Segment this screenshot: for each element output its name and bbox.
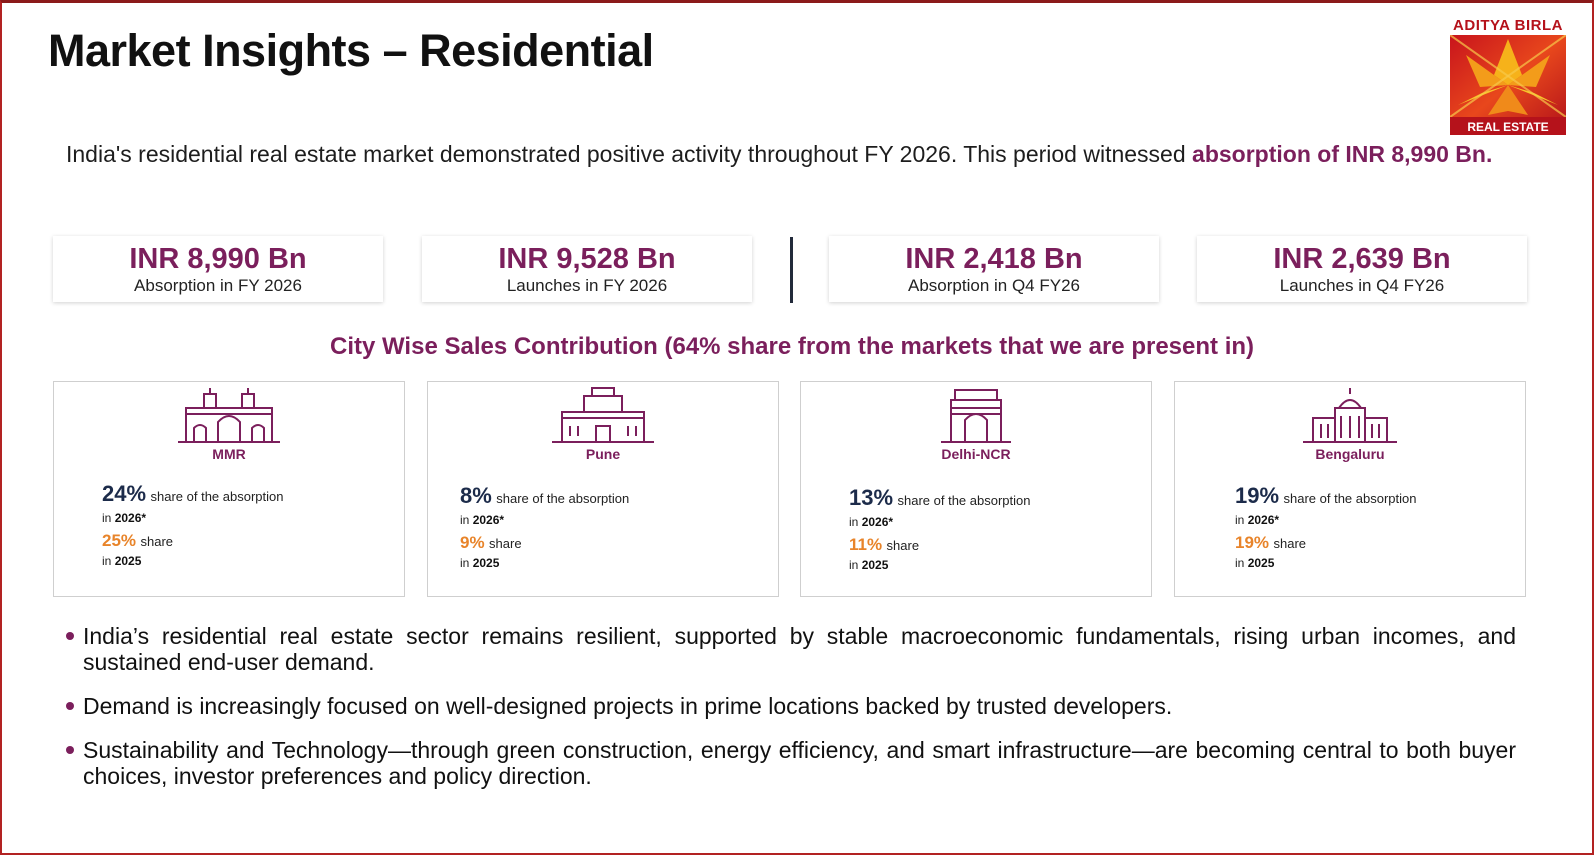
in-label: in xyxy=(460,556,470,570)
prev-share-value: 11% xyxy=(849,535,883,554)
vidhana-soudha-icon xyxy=(1303,388,1397,443)
city-card-delhi-ncr: Delhi-NCR 13% share of the absorption in… xyxy=(800,381,1152,597)
in-label: in xyxy=(460,513,470,527)
stat-card-launches-fy: INR 9,528 Bn Launches in FY 2026 xyxy=(422,236,752,302)
share-label: share of the absorption xyxy=(496,491,630,506)
bullet-dot-icon xyxy=(66,702,74,710)
in-label: in xyxy=(849,515,859,529)
in-label: in xyxy=(102,511,112,525)
prev-share-year: 2025 xyxy=(861,558,889,572)
prev-share-label: share xyxy=(886,538,920,553)
prev-share-value: 19% xyxy=(1235,533,1270,552)
share-year: 2026* xyxy=(472,513,505,527)
city-name: Pune xyxy=(585,446,621,462)
bullet-text: Sustainability and Technology—through gr… xyxy=(83,737,1516,789)
stat-value: INR 2,418 Bn xyxy=(905,243,1083,275)
prev-share-label: share xyxy=(489,536,522,551)
share-year: 2026* xyxy=(114,511,147,525)
city-name: Bengaluru xyxy=(1315,446,1385,462)
intro-text: India's residential real estate market d… xyxy=(66,141,1193,167)
prev-share-year: 2025 xyxy=(472,556,500,570)
share-value: 24% xyxy=(102,481,147,506)
logo-name: ADITYA BIRLA xyxy=(1453,17,1563,34)
stat-label: Launches in Q4 FY26 xyxy=(1279,276,1445,295)
stat-card-absorption-q4: INR 2,418 Bn Absorption in Q4 FY26 xyxy=(829,236,1159,302)
company-logo: ADITYA BIRLA REAL ESTATE xyxy=(1448,17,1568,135)
insight-bullets: India’s residential real estate sector r… xyxy=(66,623,1516,807)
share-label: share of the absorption xyxy=(897,493,1031,508)
bullet-item: Demand is increasingly focused on well-d… xyxy=(66,693,1516,719)
stat-card-absorption-fy: INR 8,990 Bn Absorption in FY 2026 xyxy=(53,236,383,302)
bullet-text: Demand is increasingly focused on well-d… xyxy=(83,693,1173,719)
share-year: 2026* xyxy=(1247,513,1280,527)
bullet-dot-icon xyxy=(66,746,74,754)
section-heading: City Wise Sales Contribution (64% share … xyxy=(329,333,1255,360)
shaniwar-wada-fort-icon xyxy=(552,387,654,443)
bullet-item: Sustainability and Technology—through gr… xyxy=(66,737,1516,789)
share-year: 2026* xyxy=(861,515,894,529)
share-label: share of the absorption xyxy=(150,489,284,504)
bullet-dot-icon xyxy=(66,632,74,640)
bullet-item: India’s residential real estate sector r… xyxy=(66,623,1516,675)
city-card-mmr: MMR 24% share of the absorption in 2026*… xyxy=(53,381,405,597)
stat-value: INR 8,990 Bn xyxy=(129,243,307,275)
intro-paragraph: India's residential real estate market d… xyxy=(66,140,1516,168)
logo-emblem-icon: REAL ESTATE xyxy=(1450,35,1566,135)
page-title: Market Insights – Residential xyxy=(48,25,654,76)
stat-card-launches-q4: INR 2,639 Bn Launches in Q4 FY26 xyxy=(1197,236,1527,302)
share-label: share of the absorption xyxy=(1283,491,1417,506)
india-gate-icon xyxy=(941,389,1011,443)
share-value: 8% xyxy=(460,483,492,508)
gateway-of-india-icon xyxy=(178,388,280,443)
intro-highlight: absorption of INR 8,990 Bn. xyxy=(1192,141,1493,167)
prev-share-value: 25% xyxy=(102,531,137,550)
city-name: Delhi-NCR xyxy=(941,446,1011,462)
stat-divider xyxy=(790,237,793,303)
stat-value: INR 9,528 Bn xyxy=(498,243,676,275)
stat-value: INR 2,639 Bn xyxy=(1273,243,1451,275)
city-card-bengaluru: Bengaluru 19% share of the absorption in… xyxy=(1174,381,1526,597)
stat-label: Absorption in FY 2026 xyxy=(134,276,302,295)
share-value: 19% xyxy=(1235,483,1280,508)
prev-share-value: 9% xyxy=(460,533,485,552)
prev-share-label: share xyxy=(1273,536,1307,551)
city-name: MMR xyxy=(212,446,246,462)
share-value: 13% xyxy=(849,485,894,510)
city-card-pune: Pune 8% share of the absorption in 2026*… xyxy=(427,381,779,597)
in-label: in xyxy=(1235,556,1245,570)
in-label: in xyxy=(102,554,112,568)
in-label: in xyxy=(1235,513,1245,527)
prev-share-label: share xyxy=(140,534,174,549)
prev-share-year: 2025 xyxy=(114,554,142,568)
stat-label: Launches in FY 2026 xyxy=(506,276,668,295)
stat-label: Absorption in Q4 FY26 xyxy=(908,276,1080,295)
logo-tagline: REAL ESTATE xyxy=(1467,120,1548,134)
bullet-text: India’s residential real estate sector r… xyxy=(83,623,1516,675)
prev-share-year: 2025 xyxy=(1247,556,1275,570)
in-label: in xyxy=(849,558,859,572)
